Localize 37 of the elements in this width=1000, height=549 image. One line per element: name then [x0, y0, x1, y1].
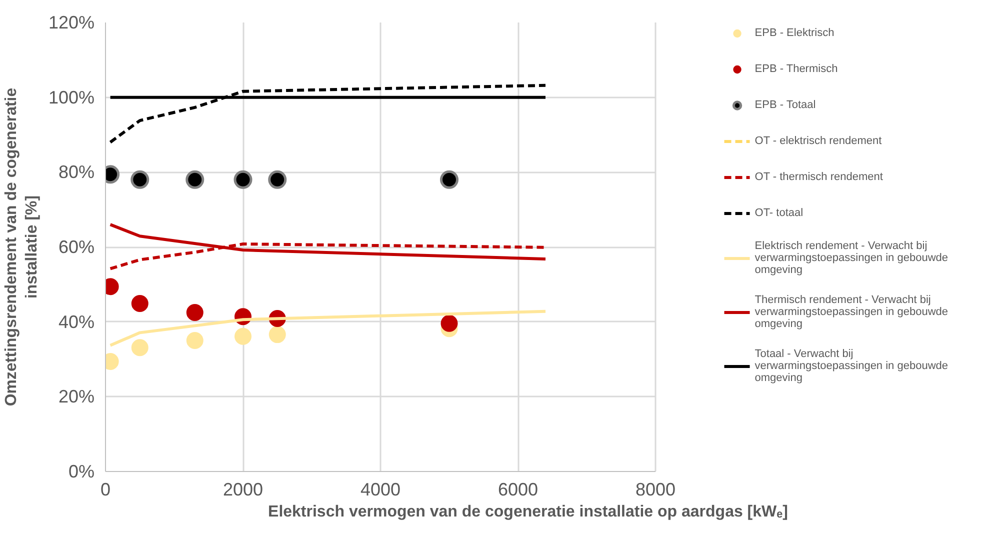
point — [440, 170, 458, 189]
x-axis-title: Elektrisch vermogen van de cogeneratie installatie op aardgas [kWₑ] — [268, 504, 788, 520]
legend-label: Thermisch rendement - Verwacht bij verwarmingstoepassingen in gebouwde omgeving — [754, 294, 948, 330]
legend-label: OT - thermisch rendement — [754, 170, 883, 185]
x-tick-label: 6000 — [498, 480, 538, 500]
point — [130, 170, 150, 189]
legend-label: EPB - Thermisch — [754, 62, 838, 77]
point — [234, 170, 252, 189]
legend-label: OT - elektrisch rendement — [754, 134, 882, 149]
x-tick-label: 8000 — [635, 480, 676, 500]
point — [131, 339, 148, 356]
point — [234, 328, 252, 345]
y-tick-label: 80% — [58, 162, 95, 182]
y-tick-label: 120% — [48, 12, 95, 32]
point — [186, 170, 204, 189]
y-tick-label: 0% — [68, 462, 94, 482]
y-tick-label: 60% — [58, 237, 95, 257]
legend-label: Totaal - Verwacht bij verwarmingstoepassingen in gebouwde omgeving — [754, 348, 948, 384]
y-tick-label: 40% — [58, 312, 95, 332]
line-series — [108, 310, 547, 347]
x-tick-label: 4000 — [360, 480, 401, 500]
y-tick-label: 20% — [58, 386, 95, 407]
x-tick-label: 0 — [100, 480, 111, 500]
point — [186, 304, 204, 321]
point — [268, 170, 287, 189]
y-tick-label: 100% — [48, 87, 95, 108]
legend-label: Elektrisch rendement - Verwacht bij verwarmingstoepassingen in gebouwde omgeving — [754, 240, 948, 276]
y-axis-title: Omzettingsrendement van de cogeneratie installatie [%] — [3, 88, 40, 406]
point — [268, 326, 286, 344]
legend-label: EPB - Totaal — [754, 98, 816, 113]
x-tick-label: 2000 — [222, 480, 264, 500]
point — [186, 332, 204, 350]
legend-label: OT- totaal — [754, 206, 804, 221]
line-series — [108, 84, 547, 144]
point — [131, 295, 148, 312]
point — [440, 314, 458, 332]
legend-label: EPB - Elektrisch — [754, 26, 834, 41]
